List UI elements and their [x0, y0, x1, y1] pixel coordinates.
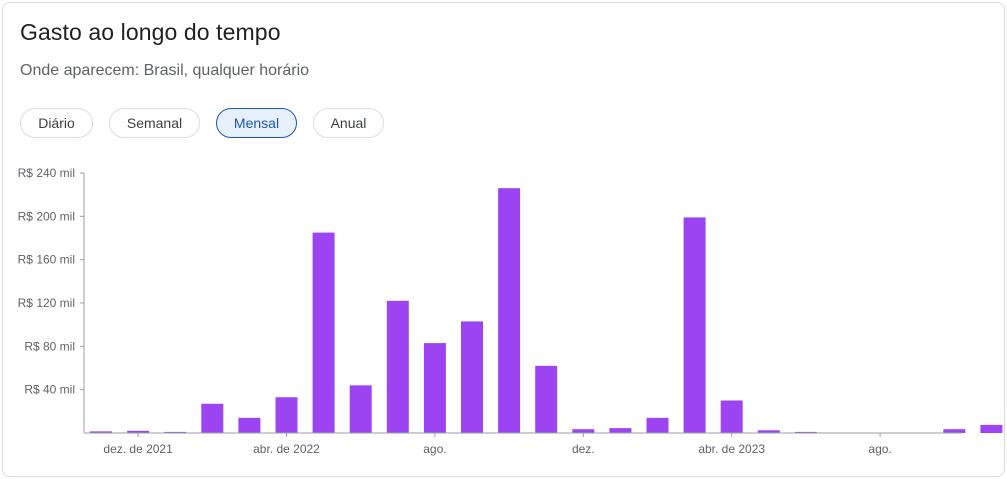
x-tick-label: abr. de 2023	[698, 442, 765, 456]
x-tick-label: ago.	[868, 442, 891, 456]
x-tick-label: dez.	[572, 442, 595, 456]
x-tick-label: dez. de 2021	[103, 442, 173, 456]
bar[interactable]	[461, 321, 483, 433]
bar[interactable]	[127, 430, 150, 433]
bar[interactable]	[312, 232, 335, 433]
bar[interactable]	[943, 429, 966, 433]
bar[interactable]	[423, 343, 446, 433]
bar[interactable]	[349, 385, 372, 433]
y-tick-label: R$ 200 mil	[18, 209, 75, 223]
period-chip-semanal[interactable]: Semanal	[109, 108, 200, 138]
bar[interactable]	[683, 217, 706, 433]
y-tick-label: R$ 80 mil	[24, 339, 75, 353]
y-tick-label: R$ 40 mil	[24, 383, 75, 397]
x-tick-label: ago.	[423, 442, 446, 456]
x-axis: dez. de 2021 abr. de 2022 ago. dez. abr. de …	[84, 432, 962, 456]
bar[interactable]	[609, 428, 632, 433]
y-tick-label: R$ 240 mil	[18, 166, 75, 180]
period-chip-diario[interactable]: Diário	[20, 108, 93, 138]
bar[interactable]	[535, 365, 558, 433]
bar[interactable]	[980, 424, 1003, 433]
card-subtitle: Onde aparecem: Brasil, qualquer horário	[20, 62, 310, 79]
bar[interactable]	[238, 417, 261, 433]
bar[interactable]	[757, 430, 780, 433]
bar[interactable]	[646, 417, 669, 433]
period-chip-mensal[interactable]: Mensal	[216, 108, 297, 138]
card-title: Gasto ao longo do tempo	[20, 19, 281, 45]
bar[interactable]	[90, 431, 112, 433]
y-tick-label: R$ 120 mil	[18, 296, 75, 310]
x-tick-label: abr. de 2022	[253, 442, 320, 456]
bar[interactable]	[720, 400, 743, 434]
bar[interactable]	[498, 188, 521, 433]
bar[interactable]	[572, 429, 595, 433]
period-chip-anual[interactable]: Anual	[313, 108, 384, 138]
bar[interactable]	[794, 431, 817, 433]
bar[interactable]	[164, 431, 187, 433]
y-axis: R$ 40 mil R$ 80 mil R$ 120 mil R$ 160 mil R$…	[18, 166, 85, 433]
bars	[90, 188, 1003, 434]
y-tick-label: R$ 160 mil	[18, 253, 75, 267]
bar[interactable]	[275, 397, 298, 433]
bar[interactable]	[201, 403, 224, 433]
bar[interactable]	[386, 300, 409, 433]
